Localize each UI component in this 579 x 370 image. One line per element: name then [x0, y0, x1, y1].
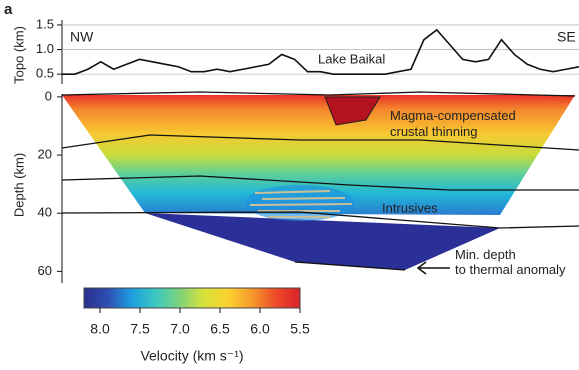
layer-boundaries	[61, 91, 579, 271]
y-tick-label: 20	[38, 146, 52, 161]
annotation-line: Min. depth	[455, 247, 516, 262]
intrusive-streaks	[249, 190, 353, 218]
annotation: Min. depth to thermal anomaly	[455, 247, 566, 277]
arrow	[416, 261, 450, 275]
x-tick-label: 6.0	[250, 321, 270, 337]
annotation: Intrusives	[382, 200, 438, 215]
annotation: Magma-compensated crustal thinning	[390, 108, 516, 139]
section: Magma-compensated crustal thinning Intrus…	[61, 91, 579, 277]
x-tick-label: 7.0	[170, 321, 190, 337]
annotation-line: Magma-compensated	[390, 108, 516, 123]
deep-anomaly	[145, 213, 500, 270]
colorbar	[83, 287, 301, 309]
x-tick-label: 5.5	[290, 321, 310, 337]
direction-label: NW	[70, 29, 94, 45]
x-tick-label: 7.5	[130, 321, 150, 337]
y-tick-label: 0.5	[36, 66, 54, 81]
y-axis-label: Depth (km)	[11, 153, 26, 217]
x-axis-label: Velocity (km s⁻¹)	[140, 348, 243, 364]
velocity-field	[62, 95, 575, 215]
y-tick-label: 1.5	[36, 16, 54, 31]
x-tick-label: 8.0	[90, 321, 110, 337]
magma-body	[324, 96, 381, 126]
topo-line	[62, 28, 579, 75]
y-tick-label: 60	[38, 263, 52, 278]
y-tick-label: 1.0	[36, 41, 54, 56]
panel-label: a	[4, 1, 13, 18]
direction-label: SE	[557, 29, 576, 45]
annotation-line: crustal thinning	[390, 124, 477, 139]
y-tick-label: 0	[45, 88, 52, 103]
annotation: Lake Baikal	[318, 51, 385, 66]
annotation-line: to thermal anomaly	[455, 262, 566, 277]
x-tick-label: 6.5	[210, 321, 230, 337]
y-axis-label: Topo (km)	[11, 26, 26, 84]
y-tick-label: 40	[38, 205, 52, 220]
